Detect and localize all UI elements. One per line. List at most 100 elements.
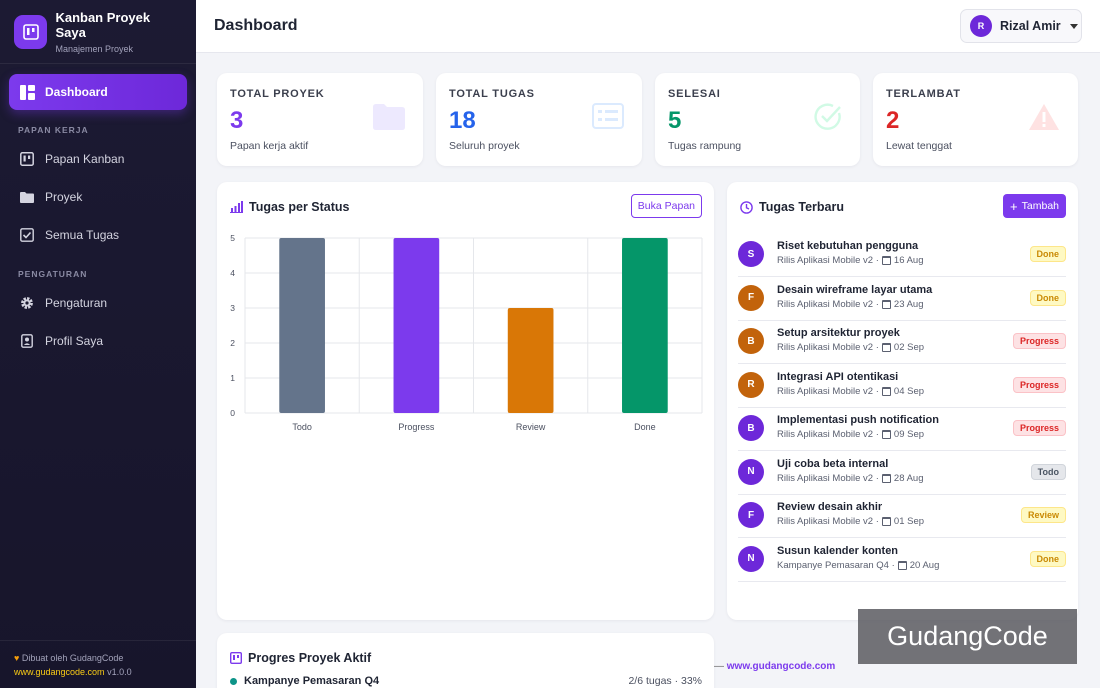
heart-icon: ♥: [14, 653, 20, 663]
task-title: Setup arsitektur proyek: [777, 327, 900, 339]
task-project: Rilis Aplikasi Mobile v2 ·: [777, 255, 879, 266]
task-title: Implementasi push notification: [777, 414, 939, 426]
task-meta: Rilis Aplikasi Mobile v2 · 28 Aug: [777, 473, 924, 484]
gear-icon: [19, 295, 35, 311]
task-row[interactable]: N Susun kalender konten Kampanye Pemasaran…: [738, 539, 1066, 582]
footer-dash: —: [714, 661, 724, 672]
checklist-icon: [19, 227, 35, 243]
bar-progress: [393, 238, 440, 413]
stat-label: TERLAMBAT: [886, 88, 961, 100]
open-board-button[interactable]: Buka Papan: [630, 194, 702, 218]
check-circle-icon: [814, 103, 842, 136]
add-task-button[interactable]: + Tambah: [1003, 194, 1066, 218]
task-date: 09 Sep: [893, 429, 925, 440]
project-row[interactable]: Kampanye Pemasaran Q4 2/6 tugas · 33%: [230, 675, 702, 687]
sidebar-item-kanban[interactable]: Papan Kanban: [9, 142, 187, 176]
plus-icon: +: [1010, 198, 1018, 214]
user-menu-button[interactable]: R Rizal Amir: [960, 9, 1082, 43]
task-project: Rilis Aplikasi Mobile v2 ·: [777, 429, 879, 440]
task-row[interactable]: B Setup arsitektur proyek Rilis Aplikasi M…: [738, 321, 1066, 364]
stat-card-total-tugas: TOTAL TUGAS 18 Seluruh proyek: [436, 73, 642, 166]
task-meta: Rilis Aplikasi Mobile v2 · 16 Aug: [777, 255, 924, 266]
made-by-text: Dibuat oleh GudangCode: [21, 653, 124, 663]
stat-sub: Seluruh proyek: [449, 140, 520, 152]
clock-icon: [740, 200, 753, 214]
page-title: Dashboard: [214, 17, 298, 34]
y-tick-label: 4: [230, 268, 235, 278]
task-date: 28 Aug: [893, 472, 924, 484]
task-row[interactable]: F Review desain akhir Rilis Aplikasi Mobil…: [738, 495, 1066, 538]
stat-card-selesai: SELESAI 5 Tugas rampung: [655, 73, 860, 166]
task-project: Rilis Aplikasi Mobile v2 ·: [777, 385, 879, 397]
sidebar: Kanban Proyek Saya Manajemen Proyek Dash…: [0, 0, 196, 688]
avatar: R: [970, 15, 992, 37]
task-row[interactable]: R Integrasi API otentikasi Rilis Aplikasi …: [738, 365, 1066, 408]
sidebar-item-profil[interactable]: Profil Saya: [9, 324, 187, 358]
x-tick-label: Todo: [292, 422, 312, 432]
add-task-label: Tambah: [1021, 200, 1059, 212]
sidebar-footer: ♥ Dibuat oleh GudangCode www.gudangcode.…: [0, 640, 196, 688]
bar-todo: [279, 238, 325, 413]
task-row[interactable]: B Implementasi push notification Rilis Apl…: [738, 408, 1066, 451]
stat-label: SELESAI: [668, 88, 721, 100]
brand[interactable]: Kanban Proyek Saya Manajemen Proyek: [0, 0, 196, 64]
task-title: Desain wireframe layar utama: [777, 283, 933, 296]
task-row[interactable]: F Desain wireframe layar utama Rilis Aplik…: [738, 278, 1066, 321]
bar-review: [507, 308, 554, 413]
task-title: Uji coba beta internal: [777, 457, 889, 470]
stat-value: 5: [668, 107, 682, 134]
status-badge: Review: [1020, 507, 1066, 523]
task-title: Riset kebutuhan pengguna: [777, 240, 919, 252]
task-project: Rilis Aplikasi Mobile v2 ·: [777, 472, 879, 484]
progress-card-title: Progres Proyek Aktif: [230, 651, 371, 665]
task-row[interactable]: S Riset kebutuhan pengguna Rilis Aplikasi …: [738, 234, 1066, 277]
progress-title: Progres Proyek Aktif: [248, 651, 372, 665]
chart-card: Tugas per Status Buka Papan 0 1 2 3 4 5 Todo Pr…: [217, 182, 714, 620]
status-badge: Done: [1029, 246, 1066, 262]
sidebar-item-label: Papan Kanban: [45, 152, 125, 166]
user-name: Rizal Amir: [1000, 19, 1061, 33]
project-stats: 2/6 tugas · 33%: [628, 675, 702, 687]
sidebar-item-pengaturan[interactable]: Pengaturan: [9, 286, 187, 320]
watermark: GudangCode: [858, 609, 1077, 664]
avatar: S: [738, 241, 764, 267]
sidebar-item-label: Semua Tugas: [45, 228, 120, 242]
task-row[interactable]: N Uji coba beta internal Rilis Aplikasi Mo…: [738, 452, 1066, 495]
task-meta: Rilis Aplikasi Mobile v2 · 01 Sep: [777, 516, 924, 527]
sidebar-item-label: Profil Saya: [45, 334, 104, 348]
stat-card-total-proyek: TOTAL PROYEK 3 Papan kerja aktif: [217, 73, 423, 166]
avatar: B: [738, 415, 764, 441]
profile-icon: [19, 333, 35, 349]
task-date: 01 Sep: [893, 516, 925, 527]
sidebar-item-label: Pengaturan: [45, 296, 108, 310]
task-project: Rilis Aplikasi Mobile v2 ·: [777, 516, 879, 527]
y-tick-label: 0: [230, 408, 235, 418]
calendar-icon: [881, 256, 891, 265]
sidebar-item-proyek[interactable]: Proyek: [9, 180, 187, 214]
stat-value: 3: [230, 107, 244, 134]
project-progress-card: Progres Proyek Aktif Kampanye Pemasaran …: [217, 633, 714, 688]
avatar: R: [738, 371, 764, 398]
list-icon: [592, 103, 624, 134]
task-date: 16 Aug: [893, 255, 924, 266]
recent-tasks-card: Tugas Terbaru + Tambah S Riset kebutuhan …: [727, 182, 1078, 620]
y-tick-label: 2: [230, 338, 235, 348]
task-title: Integrasi API otentikasi: [777, 370, 899, 383]
footer-link[interactable]: www.gudangcode.com: [726, 661, 836, 672]
task-title: Review desain akhir: [777, 501, 883, 513]
chart-card-title: Tugas per Status: [230, 200, 349, 214]
sidebar-item-semua-tugas[interactable]: Semua Tugas: [9, 218, 187, 252]
sidebar-item-dashboard[interactable]: Dashboard: [9, 74, 187, 110]
y-tick-label: 1: [230, 373, 235, 383]
status-badge: Progress: [1012, 376, 1066, 393]
sidebar-item-label: Proyek: [45, 190, 83, 204]
chart-title: Tugas per Status: [249, 200, 350, 214]
calendar-icon: [881, 517, 891, 526]
sidebar-item-label: Dashboard: [45, 85, 108, 99]
task-title: Susun kalender konten: [777, 544, 899, 557]
task-meta: Rilis Aplikasi Mobile v2 · 09 Sep: [777, 429, 924, 440]
avatar: N: [738, 458, 764, 485]
kanban-logo-icon: [14, 14, 48, 49]
status-badge: Todo: [1030, 463, 1066, 480]
footer-link[interactable]: www.gudangcode.com: [14, 667, 105, 677]
